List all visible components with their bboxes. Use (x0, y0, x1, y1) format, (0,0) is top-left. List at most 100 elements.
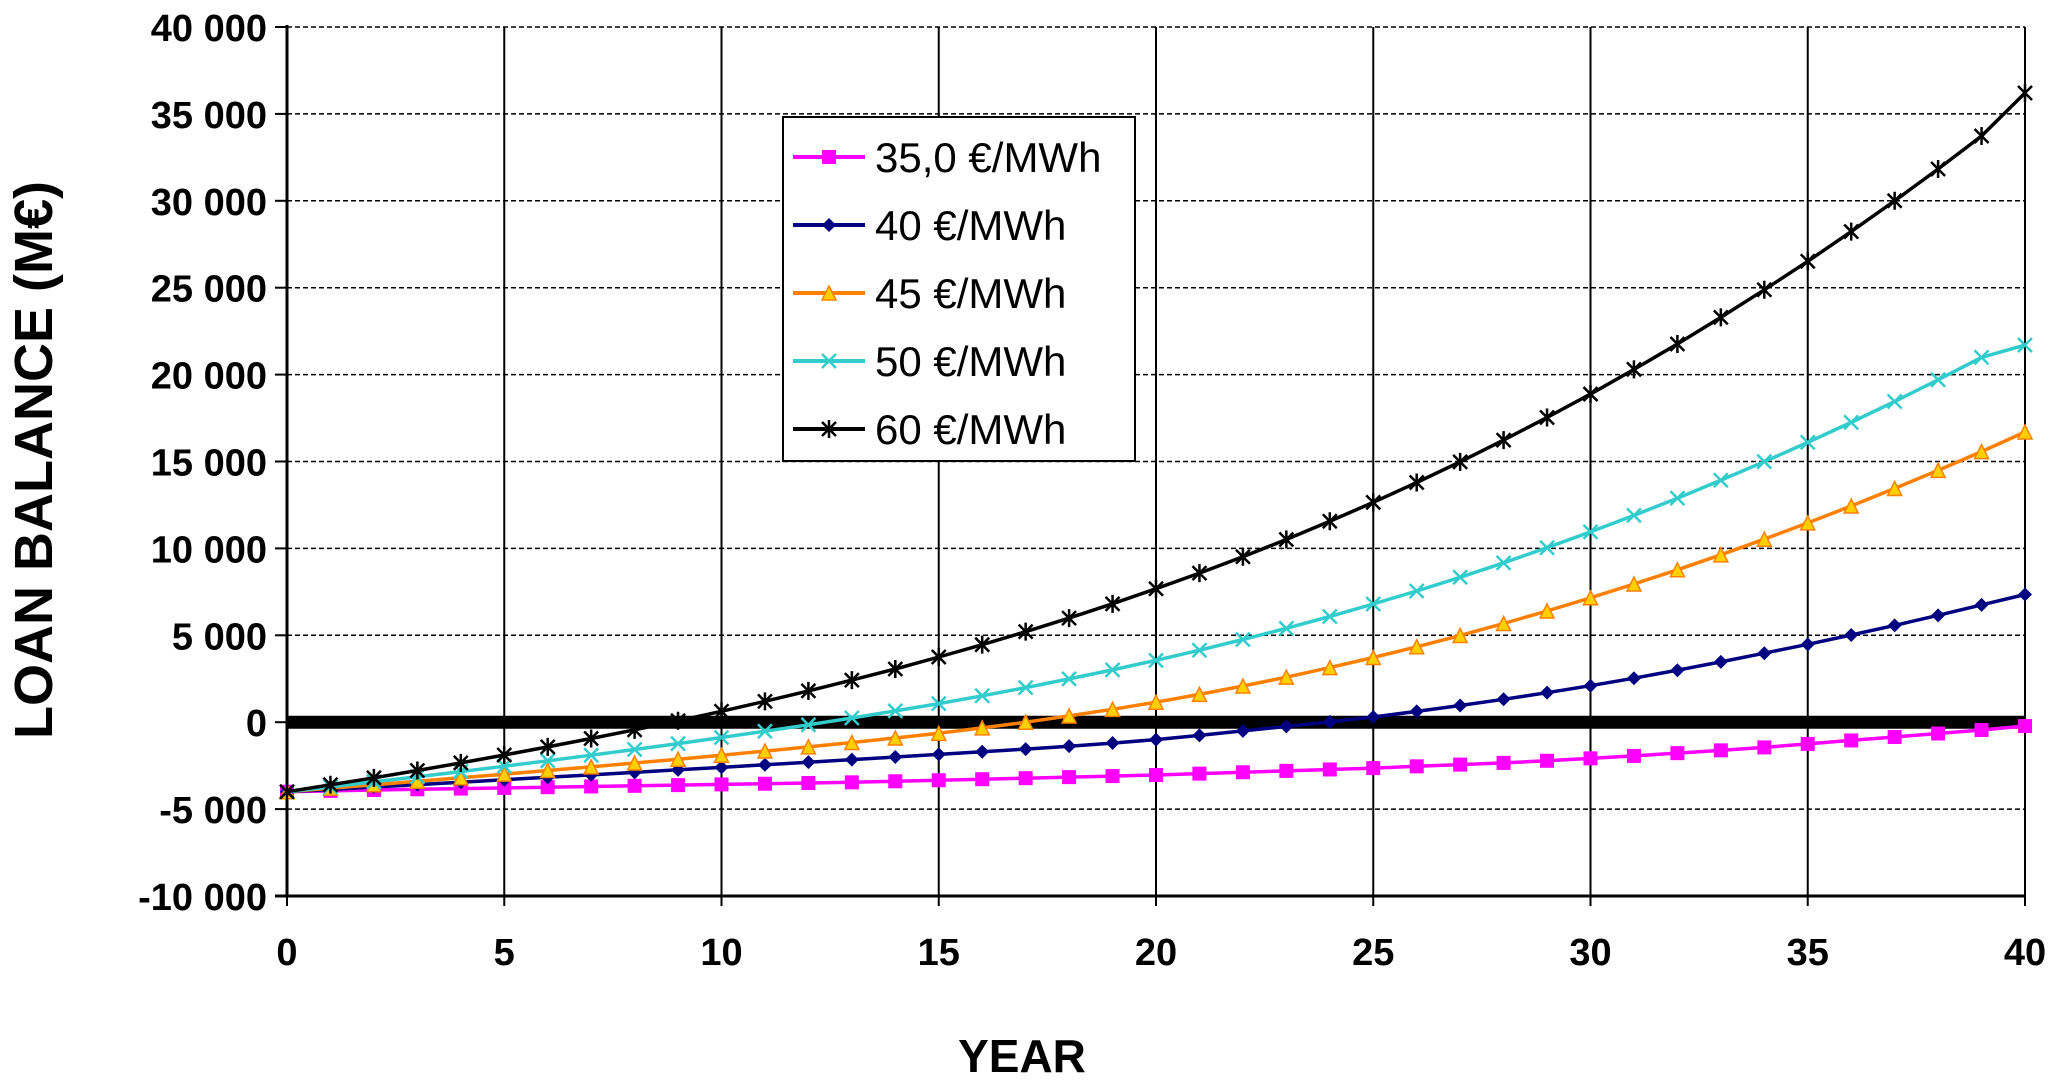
data-point (1495, 431, 1512, 450)
axes (275, 25, 2026, 906)
data-point (975, 772, 990, 787)
data-point (1365, 648, 1382, 666)
data-point (1799, 252, 1816, 271)
data-point (1669, 490, 1686, 507)
data-point (1278, 620, 1295, 637)
data-point (1192, 766, 1207, 781)
data-point (1583, 678, 1598, 693)
data-point (1887, 618, 1902, 633)
data-point (843, 733, 861, 751)
data-point (584, 779, 599, 794)
data-point (540, 780, 555, 795)
data-point (1929, 461, 1947, 479)
data-point (1931, 726, 1946, 741)
data-point (1408, 473, 1425, 492)
data-point (1844, 627, 1859, 642)
legend-label: 60 €/MWh (875, 406, 1066, 453)
data-point (671, 778, 686, 793)
data-point (2016, 423, 2034, 440)
data-point (539, 737, 556, 756)
data-point (1886, 479, 1903, 497)
data-point (887, 729, 904, 746)
y-tick-label: 10 000 (151, 529, 267, 571)
data-point (1062, 770, 1077, 785)
data-point (669, 750, 687, 767)
series-3 (279, 337, 2033, 800)
data-point (1756, 453, 1773, 470)
data-point (1322, 714, 1337, 729)
y-tick-label: -5 000 (159, 790, 267, 832)
data-point (757, 776, 772, 791)
data-point (497, 780, 512, 795)
y-tick-label: 35 000 (151, 95, 267, 137)
data-point (1149, 768, 1163, 783)
data-point (626, 741, 643, 758)
data-point (887, 660, 904, 679)
data-point (1148, 579, 1164, 598)
data-point (1017, 679, 1034, 696)
data-point (931, 773, 946, 788)
data-point (1800, 637, 1815, 652)
data-point (1105, 736, 1120, 751)
data-point (1235, 631, 1251, 648)
data-point (1279, 719, 1294, 734)
data-point (1279, 763, 1294, 778)
data-point (1104, 662, 1121, 678)
data-point (1842, 497, 1860, 514)
x-tick-label: 0 (276, 932, 297, 974)
data-point (1321, 512, 1338, 531)
data-point (1278, 530, 1295, 549)
data-point (713, 746, 730, 763)
data-point (1973, 126, 1990, 145)
data-point (1235, 723, 1250, 738)
data-point (1018, 771, 1033, 786)
data-point (1626, 360, 1642, 379)
data-point (930, 648, 947, 667)
data-point (1061, 609, 1077, 628)
x-tick-label: 5 (494, 932, 515, 974)
data-point (1235, 547, 1251, 566)
data-point (1496, 755, 1511, 770)
legend-swatch-marker (821, 353, 837, 369)
data-point (1538, 602, 1556, 619)
data-point (1757, 740, 1772, 755)
data-point (800, 716, 817, 733)
data-point (1452, 569, 1469, 586)
data-point (1322, 762, 1337, 777)
y-tick-label: 0 (246, 703, 267, 745)
data-point (1712, 308, 1729, 327)
data-point (975, 744, 990, 759)
data-point (844, 775, 859, 790)
y-axis-label: LOAN BALANCE (M€) (4, 181, 64, 739)
data-point (1496, 692, 1511, 707)
data-point (1626, 671, 1641, 686)
data-point (800, 681, 817, 700)
legend-label: 40 €/MWh (875, 202, 1066, 249)
data-point (1583, 751, 1598, 766)
data-point (1408, 638, 1425, 655)
data-point (1409, 759, 1424, 774)
data-point (844, 752, 859, 767)
data-point (843, 671, 860, 690)
data-point (1408, 583, 1425, 599)
data-point (1495, 554, 1512, 571)
data-point (1843, 414, 1860, 431)
data-point (713, 702, 730, 721)
data-point (1105, 769, 1120, 784)
y-tick-label: 20 000 (151, 356, 267, 398)
data-point (1453, 757, 1468, 772)
data-point (974, 635, 991, 654)
x-tick-label: 15 (918, 932, 960, 974)
x-tick-label: 25 (1352, 932, 1394, 974)
data-point (2018, 719, 2032, 734)
data-point (1062, 739, 1077, 754)
data-point (801, 755, 816, 770)
data-point (1973, 442, 1990, 460)
legend-entry: 60 €/MWh (793, 406, 1066, 453)
data-point (1756, 280, 1773, 299)
data-point (539, 752, 556, 769)
data-point (1017, 713, 1034, 730)
data-point (627, 778, 642, 793)
data-point (1366, 709, 1381, 724)
data-point (1017, 622, 1034, 641)
